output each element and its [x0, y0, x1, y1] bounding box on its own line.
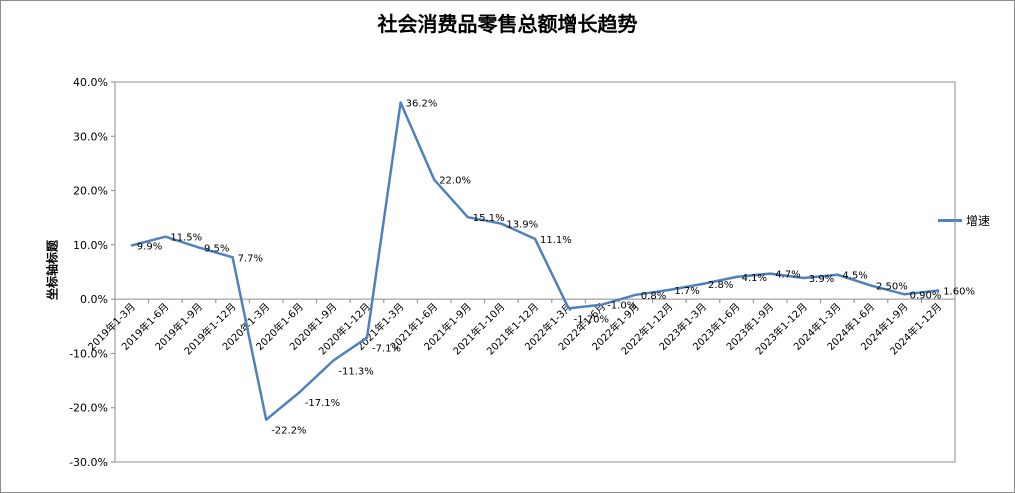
data-point [231, 256, 234, 259]
data-point [399, 101, 402, 104]
data-label: 2.50% [876, 282, 908, 293]
data-point [164, 235, 167, 238]
data-point [533, 237, 537, 241]
data-label: 4.1% [742, 273, 767, 284]
data-label: 0.90% [910, 290, 942, 301]
data-point [601, 303, 604, 306]
data-label: 22.0% [439, 176, 471, 187]
data-label: 9.9% [137, 241, 162, 252]
data-point [869, 284, 873, 287]
data-label: 13.9% [506, 220, 538, 231]
data-label: -1.0% [607, 301, 636, 312]
data-point [197, 246, 201, 249]
data-point [332, 359, 335, 362]
data-point [466, 215, 469, 219]
data-point [836, 273, 839, 276]
legend: 增速 [938, 212, 990, 229]
chart-title: 社会消费品零售总额增长趋势 [377, 12, 638, 36]
data-label: 1.7% [674, 286, 699, 297]
data-point [265, 418, 268, 421]
data-label: -11.3% [338, 366, 373, 377]
data-label: 1.60% [943, 286, 975, 297]
data-label: 36.2% [406, 99, 438, 110]
data-point [937, 289, 940, 292]
data-label: 11.1% [540, 235, 572, 246]
y-tick-label: -30.0% [69, 456, 108, 469]
data-label: 3.9% [809, 274, 834, 285]
data-point [802, 276, 805, 280]
data-label: 15.1% [473, 213, 505, 224]
data-point [365, 336, 369, 339]
data-label: 2.8% [708, 280, 733, 291]
data-label: -17.1% [305, 398, 340, 409]
data-point [701, 282, 705, 286]
data-point [433, 178, 436, 181]
data-point [769, 272, 772, 275]
data-point [130, 244, 133, 247]
data-label: 0.8% [641, 291, 666, 302]
y-tick-label: -10.0% [69, 347, 108, 360]
legend-label: 增速 [966, 214, 991, 228]
data-label: 9.5% [204, 244, 229, 255]
plot-area [114, 81, 956, 463]
data-label: -1.70% [574, 314, 609, 325]
y-tick-label: 40.0% [73, 76, 108, 89]
data-label: 11.5% [170, 233, 202, 244]
data-label: -7.1% [372, 344, 401, 355]
data-label: 4.7% [775, 270, 800, 281]
data-label: -22.2% [271, 426, 306, 437]
y-tick-label: 0.0% [80, 293, 108, 306]
y-tick-label: 20.0% [73, 185, 108, 198]
data-point [500, 222, 503, 225]
y-tick-label: 30.0% [73, 130, 108, 143]
data-label: 7.7% [238, 253, 263, 264]
data-point [903, 293, 906, 296]
data-label: 4.5% [842, 271, 867, 282]
data-point [668, 288, 671, 292]
data-point [298, 390, 301, 394]
y-tick-label: -20.0% [69, 402, 108, 415]
legend-swatch [938, 219, 962, 222]
y-tick-label: 10.0% [73, 239, 108, 252]
data-point [634, 293, 637, 296]
data-point [567, 307, 570, 310]
data-point [735, 275, 738, 279]
